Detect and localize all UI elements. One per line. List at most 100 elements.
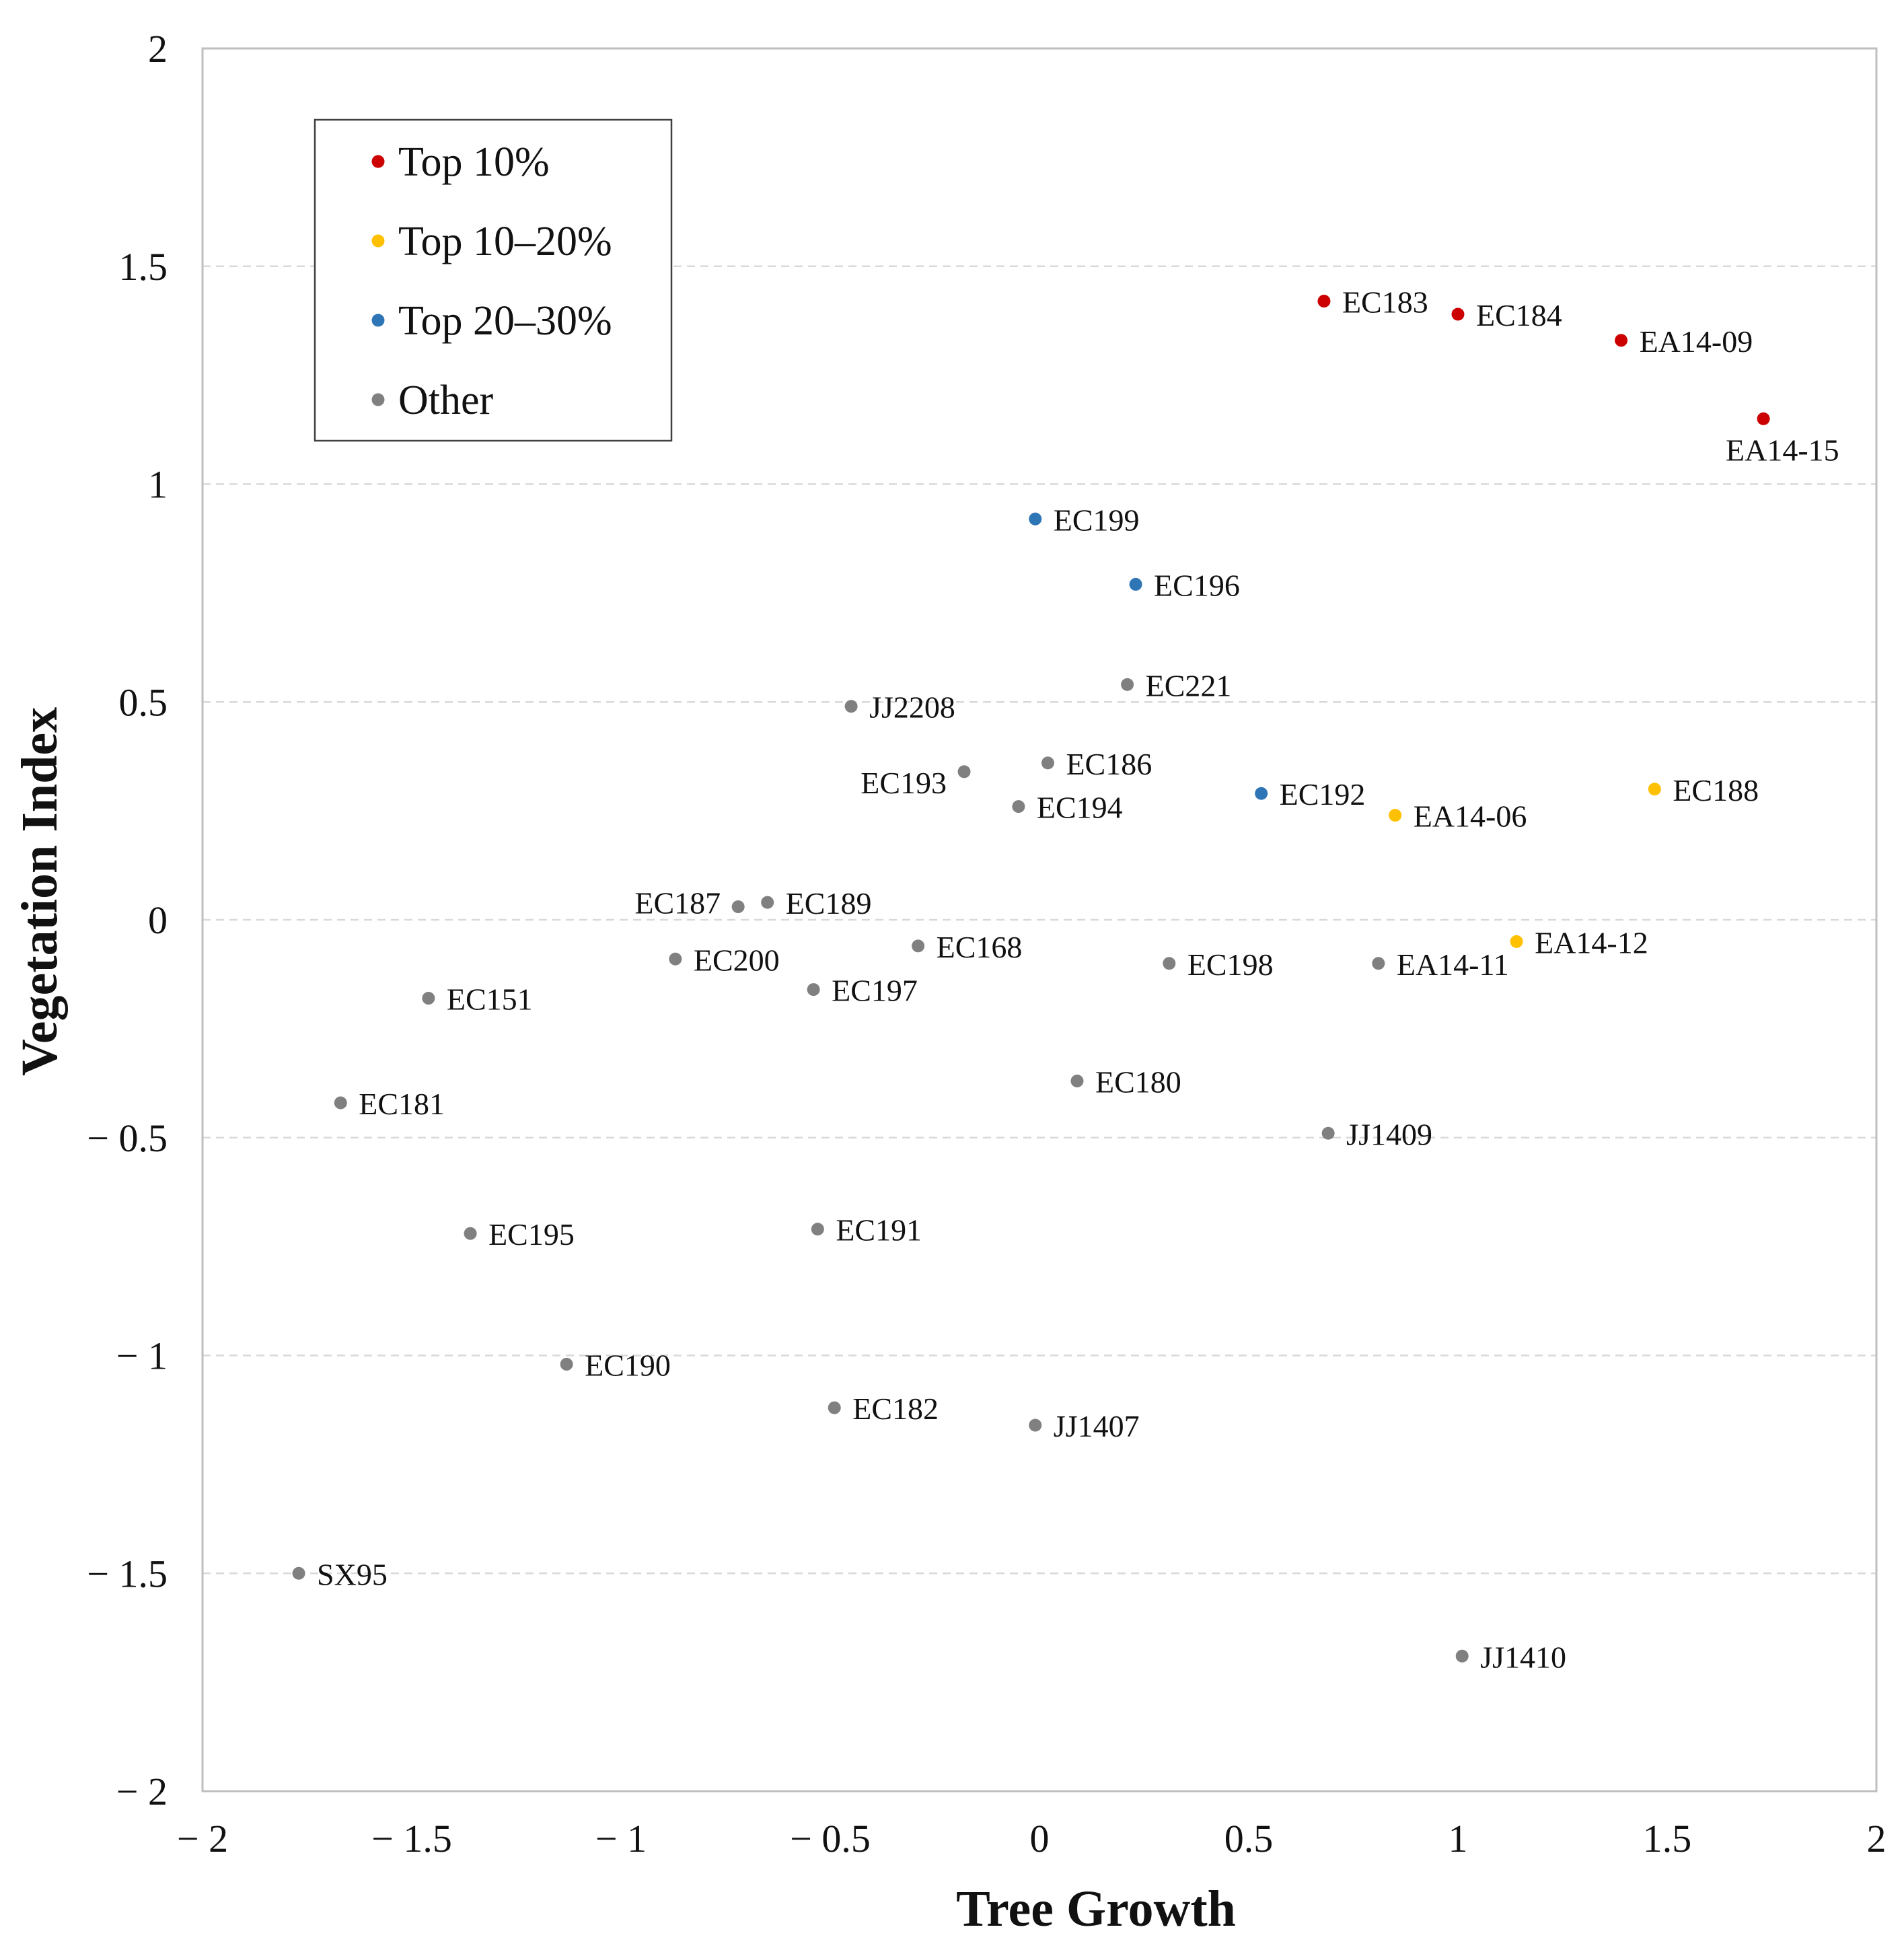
legend: Top 10% Top 10–20% Top 20–30% Other <box>314 118 673 442</box>
y-axis-title: Vegetation Index <box>11 707 68 1076</box>
point-label-ec190: EC190 <box>585 1348 671 1382</box>
x-axis-title: Tree Growth <box>956 1881 1236 1937</box>
point-label-ec195: EC195 <box>488 1217 575 1252</box>
point-label-jj1410: JJ1410 <box>1480 1640 1566 1674</box>
data-point-ec191 <box>811 1223 824 1236</box>
legend-marker-top-10 <box>371 155 385 168</box>
data-point-ec184 <box>1451 307 1465 321</box>
data-point-ec196 <box>1129 577 1142 591</box>
point-label-ec184: EC184 <box>1476 298 1562 332</box>
point-label-ec199: EC199 <box>1054 503 1140 537</box>
y-tick-label: − 1 <box>116 1334 168 1378</box>
data-point-ec221 <box>1121 678 1134 691</box>
data-point-ec194 <box>1012 800 1025 813</box>
point-label-ec196: EC196 <box>1154 568 1240 602</box>
point-label-ec151: EC151 <box>447 982 533 1017</box>
data-point-ea14-06 <box>1389 809 1402 822</box>
legend-marker-other <box>371 393 385 406</box>
point-label-sx95: SX95 <box>317 1557 388 1591</box>
point-label-ec193: EC193 <box>861 766 947 800</box>
x-tick-label: 1 <box>1449 1817 1468 1860</box>
point-label-ec180: EC180 <box>1095 1065 1181 1099</box>
y-tick-label: 2 <box>148 27 168 71</box>
legend-marker-top-20-30 <box>371 314 385 327</box>
legend-label-top-10-20: Top 10–20% <box>398 219 612 264</box>
data-point-ec195 <box>464 1227 477 1240</box>
point-label-ec183: EC183 <box>1342 285 1428 320</box>
legend-label-top-20-30: Top 20–30% <box>398 298 612 344</box>
x-tick-label: 0 <box>1030 1817 1050 1860</box>
tick-labels: − 2 − 1.5 − 1 − 0.5 0 0.5 1 1.5 2 − 2 − 1.5 − 1 − 0.… <box>87 27 1886 1860</box>
point-label-ec188: EC188 <box>1673 773 1759 807</box>
x-tick-label: − 2 <box>177 1817 228 1860</box>
y-tick-label: 0 <box>148 898 168 942</box>
y-tick-label: − 0.5 <box>87 1116 168 1160</box>
legend-items: Top 10% Top 10–20% Top 20–30% Other <box>371 139 612 423</box>
data-point-jj1409 <box>1321 1126 1335 1140</box>
y-tick-label: 1 <box>148 463 168 507</box>
plot-area-frame <box>201 47 1878 1793</box>
point-label-ec189: EC189 <box>786 886 872 920</box>
point-labels: EC183 EC184 EA14-09 EA14-15 EC188 EA14-06 EA14… <box>317 285 1839 1675</box>
point-label-ec186: EC186 <box>1066 747 1152 781</box>
point-label-ea14-12: EA14-12 <box>1535 925 1648 960</box>
point-label-ea14-06: EA14-06 <box>1414 799 1527 834</box>
y-tick-label: − 1.5 <box>87 1552 168 1595</box>
data-point-ec182 <box>828 1401 841 1414</box>
y-tick-label: − 2 <box>116 1770 168 1813</box>
point-label-ec194: EC194 <box>1037 791 1123 825</box>
data-point-ec188 <box>1648 783 1661 796</box>
point-label-ec168: EC168 <box>937 930 1023 964</box>
data-point-ec187 <box>731 900 745 914</box>
legend-label-other: Other <box>398 377 494 423</box>
data-point-ec193 <box>957 765 971 779</box>
data-point-ec180 <box>1070 1075 1084 1088</box>
data-point-ec197 <box>807 983 820 997</box>
data-point-ec198 <box>1163 957 1176 970</box>
x-tick-label: − 0.5 <box>790 1817 871 1860</box>
data-point-ec190 <box>560 1357 573 1371</box>
y-tick-label: 1.5 <box>119 245 168 289</box>
data-point-jj1410 <box>1455 1649 1469 1663</box>
x-tick-label: − 1 <box>595 1817 647 1860</box>
point-label-ec200: EC200 <box>694 943 780 977</box>
data-point-ec181 <box>334 1096 347 1110</box>
x-tick-label: 2 <box>1867 1817 1887 1860</box>
data-point-ec151 <box>422 992 435 1005</box>
point-label-jj1409: JJ1409 <box>1346 1117 1432 1151</box>
point-label-ea14-15: EA14-15 <box>1726 433 1839 467</box>
point-label-ea14-09: EA14-09 <box>1640 324 1753 359</box>
data-point-ec168 <box>912 939 925 953</box>
point-label-ec181: EC181 <box>359 1087 445 1121</box>
data-point-ec186 <box>1041 756 1054 770</box>
data-points <box>292 295 1770 1663</box>
point-label-ec221: EC221 <box>1146 668 1232 702</box>
data-point-ea14-11 <box>1372 957 1385 970</box>
data-point-ec183 <box>1317 295 1331 308</box>
point-label-jj2208: JJ2208 <box>869 690 955 725</box>
x-tick-label: 0.5 <box>1224 1817 1274 1860</box>
y-tick-label: 0.5 <box>119 680 168 724</box>
data-point-ec199 <box>1029 512 1042 526</box>
data-point-ea14-15 <box>1757 412 1770 425</box>
data-point-jj1407 <box>1029 1418 1042 1432</box>
point-label-ec197: EC197 <box>832 974 918 1008</box>
point-label-ec191: EC191 <box>836 1213 922 1247</box>
data-point-ea14-09 <box>1615 334 1628 347</box>
point-label-ec187: EC187 <box>634 886 721 920</box>
x-tick-label: 1.5 <box>1643 1817 1692 1860</box>
x-tick-label: − 1.5 <box>371 1817 452 1860</box>
legend-marker-top-10-20 <box>371 234 385 248</box>
legend-box <box>314 118 673 442</box>
data-point-ec192 <box>1255 787 1268 800</box>
point-label-jj1407: JJ1407 <box>1054 1409 1140 1443</box>
data-point-ea14-12 <box>1510 935 1523 948</box>
data-point-jj2208 <box>844 700 858 713</box>
legend-label-top-10: Top 10% <box>398 139 550 185</box>
point-label-ea14-11: EA14-11 <box>1397 947 1509 982</box>
data-point-sx95 <box>292 1566 305 1580</box>
point-label-ec192: EC192 <box>1280 777 1366 811</box>
point-label-ec198: EC198 <box>1187 947 1274 982</box>
